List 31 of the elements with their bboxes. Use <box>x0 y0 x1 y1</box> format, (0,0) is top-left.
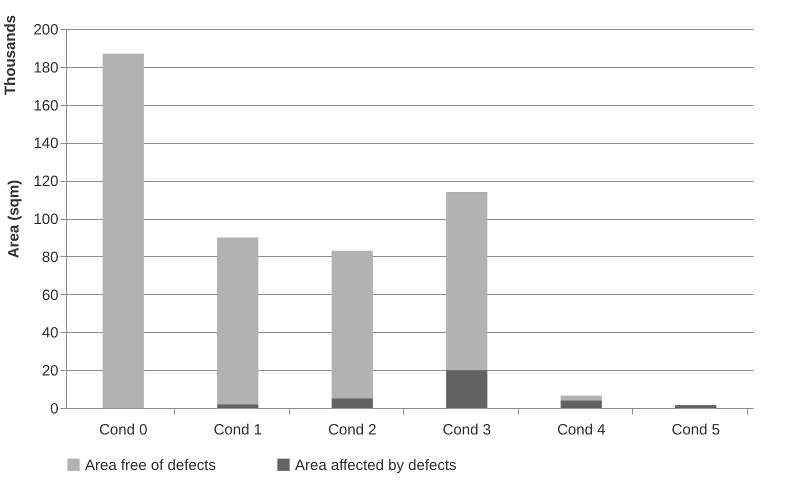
x-tick-label: Cond 3 <box>442 422 491 438</box>
bar <box>217 237 258 404</box>
legend-label: Area free of defects <box>85 456 216 474</box>
x-tick-label: Cond 5 <box>672 422 720 438</box>
bar <box>675 405 716 408</box>
x-tick-label: Cond 0 <box>99 422 148 438</box>
y-tick-label: 100 <box>33 211 58 228</box>
y-tick-label: 0 <box>50 400 58 418</box>
y-tick-label: 60 <box>42 286 58 304</box>
bar <box>217 404 258 408</box>
x-tick-label: Cond 4 <box>557 422 606 438</box>
bar <box>332 398 373 408</box>
x-tick-label: Cond 2 <box>328 422 376 438</box>
y-tick-label: 140 <box>33 135 58 152</box>
bar <box>102 54 144 408</box>
bar <box>446 192 488 370</box>
y-tick-label: 40 <box>42 324 58 342</box>
text: Thousands <box>2 14 19 95</box>
y-tick-label: 200 <box>33 22 58 38</box>
x-tick-label: Cond 1 <box>214 422 262 438</box>
y-tick-label: 160 <box>33 97 58 114</box>
legend-label: Area affected by defects <box>295 456 456 474</box>
bar <box>560 396 602 400</box>
y-tick-label: 180 <box>33 59 58 76</box>
y-tick-label: 80 <box>42 248 58 266</box>
bar <box>332 250 373 399</box>
y-tick-label: 120 <box>33 173 58 190</box>
bar <box>446 370 488 408</box>
bar <box>560 400 602 408</box>
y-tick-label: 20 <box>42 362 58 380</box>
y-axis-title: Area (sqm) <box>5 180 22 258</box>
